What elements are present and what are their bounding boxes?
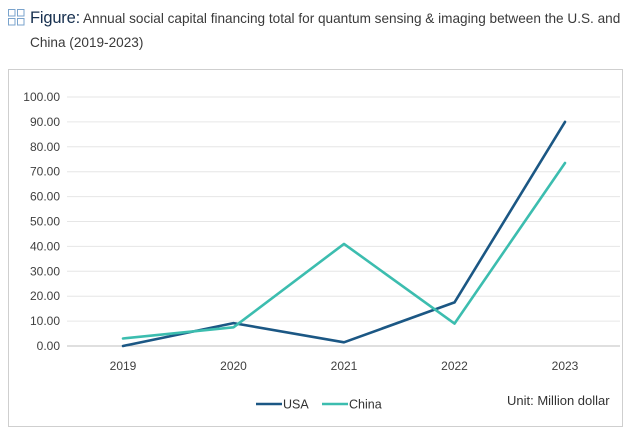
figure-title: Annual social capital financing total fo… bbox=[30, 11, 621, 50]
series-line-usa bbox=[121, 120, 567, 348]
x-tick-label: 2021 bbox=[331, 359, 358, 373]
legend-label-china: China bbox=[349, 398, 382, 412]
x-tick-label: 2019 bbox=[110, 359, 137, 373]
x-tick-label: 2022 bbox=[441, 359, 468, 373]
y-tick-label: 70.00 bbox=[30, 165, 60, 179]
y-tick-label: 50.00 bbox=[30, 215, 60, 229]
y-tick-label: 20.00 bbox=[30, 289, 60, 303]
y-tick-label: 80.00 bbox=[30, 140, 60, 154]
figure-caption: Figure: Annual social capital financing … bbox=[8, 6, 623, 55]
y-tick-label: 60.00 bbox=[30, 190, 60, 204]
x-tick-label: 2023 bbox=[552, 359, 579, 373]
series-line-china bbox=[121, 161, 567, 340]
figure-grid-icon bbox=[8, 9, 25, 26]
y-tick-label: 30.00 bbox=[30, 264, 60, 278]
y-tick-label: 100.00 bbox=[23, 90, 60, 104]
y-tick-label: 0.00 bbox=[37, 339, 61, 353]
legend-label-usa: USA bbox=[283, 398, 309, 412]
figure-label: Figure: bbox=[30, 9, 80, 27]
y-tick-label: 40.00 bbox=[30, 239, 60, 253]
chart-frame bbox=[8, 69, 623, 427]
y-tick-label: 10.00 bbox=[30, 314, 60, 328]
x-tick-label: 2020 bbox=[220, 359, 247, 373]
y-tick-label: 90.00 bbox=[30, 115, 60, 129]
unit-label: Unit: Million dollar bbox=[507, 393, 610, 408]
